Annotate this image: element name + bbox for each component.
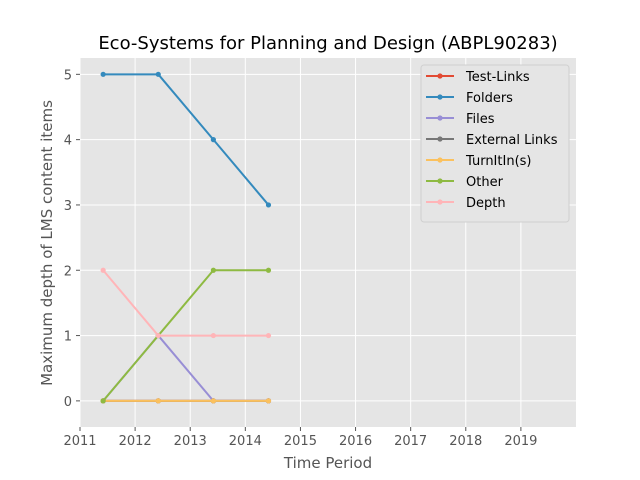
legend-label: External Links xyxy=(466,133,558,148)
data-point-turnitin-s xyxy=(155,398,161,404)
data-point-other xyxy=(265,267,272,273)
series-layer xyxy=(100,71,272,404)
legend-marker xyxy=(437,199,443,205)
legend-item: TurnItIn(s) xyxy=(426,154,531,169)
data-point-depth xyxy=(210,332,216,339)
ticks: 2011 2012 2013 2014 2015 2016 2017 2018 2019 0 1 2 3… xyxy=(63,68,537,449)
legend-item: Test-Links xyxy=(426,70,530,85)
legend-marker xyxy=(437,178,443,184)
series-folders xyxy=(100,71,272,208)
legend-label: TurnItIn(s) xyxy=(465,154,531,169)
legend-marker xyxy=(437,73,443,79)
series-line-folders xyxy=(103,73,270,206)
series-depth xyxy=(100,267,272,339)
legend-box xyxy=(420,64,570,223)
series-line-depth xyxy=(102,269,269,337)
legend-item: Other xyxy=(426,175,504,190)
chart-title: Eco-Systems for Planning and Design (ABP… xyxy=(98,33,557,54)
legend-item: Depth xyxy=(426,196,506,211)
x-tick-label: 2014 xyxy=(229,434,262,449)
y-tick-label: 3 xyxy=(64,199,72,214)
legend-label: Folders xyxy=(466,91,513,106)
data-point-depth xyxy=(155,332,161,339)
x-tick-label: 2017 xyxy=(394,434,427,449)
data-point-depth xyxy=(265,332,272,339)
y-axis-label: Maximum depth of LMS content items xyxy=(38,100,56,386)
data-point-other xyxy=(210,267,216,273)
legend-item: Files xyxy=(426,112,495,127)
data-point-depth xyxy=(100,267,106,273)
series-line-other xyxy=(102,269,269,402)
data-point-turnitin-s xyxy=(265,398,272,404)
legend-label: Other xyxy=(466,175,504,190)
x-tick-label: 2019 xyxy=(504,434,537,449)
data-point-folders xyxy=(155,71,161,77)
data-point-folders xyxy=(210,137,216,143)
legend-marker xyxy=(437,94,443,100)
legend-marker xyxy=(437,157,443,163)
y-tick-label: 0 xyxy=(64,395,72,410)
x-tick-label: 2011 xyxy=(63,434,96,449)
legend-label: Files xyxy=(466,112,495,127)
legend-marker xyxy=(437,115,443,121)
y-tick-label: 1 xyxy=(64,330,72,345)
data-point-turnitin-s xyxy=(210,398,216,404)
y-tick-label: 5 xyxy=(64,68,72,83)
legend-item: External Links xyxy=(426,133,558,148)
legend-marker xyxy=(437,136,443,142)
x-tick-label: 2012 xyxy=(119,434,152,449)
legend-item: Folders xyxy=(426,91,513,106)
legend: Test-Links Folders Files External Links Turn… xyxy=(420,64,570,223)
y-tick-label: 2 xyxy=(64,264,72,279)
y-tick-label: 4 xyxy=(64,134,72,149)
data-point-folders xyxy=(100,71,106,77)
x-axis-label: Time Period xyxy=(283,454,372,472)
x-tick-label: 2015 xyxy=(284,434,317,449)
data-point-folders xyxy=(265,202,272,208)
x-tick-label: 2013 xyxy=(174,434,207,449)
grid xyxy=(79,58,576,427)
legend-label: Test-Links xyxy=(465,70,530,85)
legend-label: Depth xyxy=(466,196,506,211)
x-tick-label: 2018 xyxy=(449,434,482,449)
x-tick-label: 2016 xyxy=(339,434,372,449)
data-point-other xyxy=(100,398,106,404)
